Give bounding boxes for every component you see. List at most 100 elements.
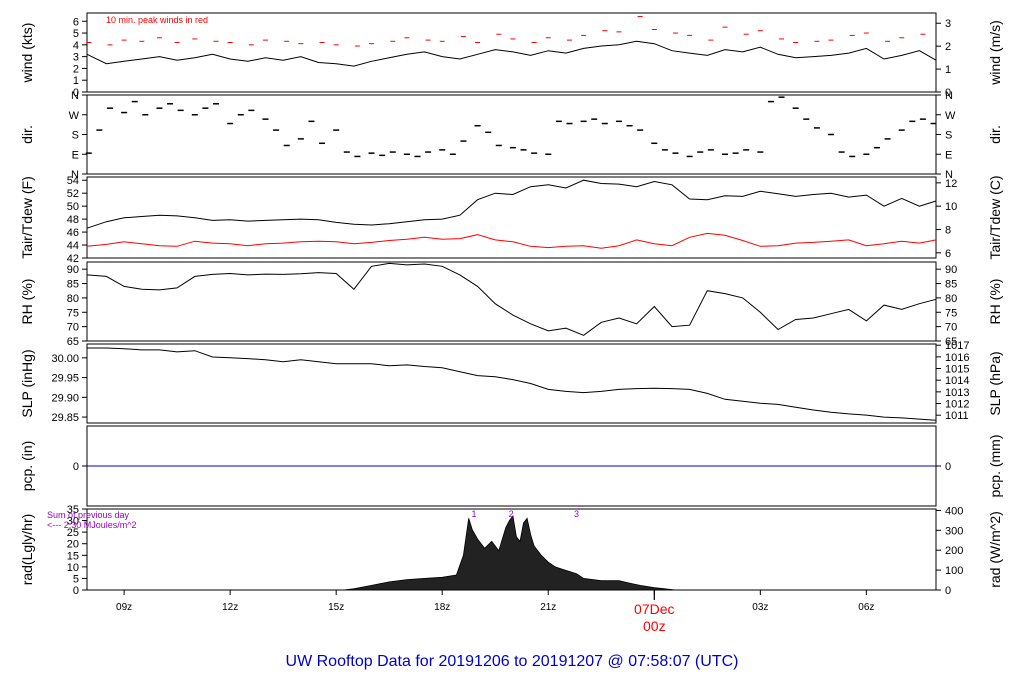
- rad-left-tick-label: 35: [67, 504, 79, 516]
- temp-left-tick-label: 42: [67, 253, 79, 265]
- slp-right-tick-label: 1012: [945, 399, 969, 411]
- slp-right-tick-label: 1014: [945, 375, 969, 387]
- pcp-right-tick-label: 0: [945, 461, 951, 473]
- rad-left-tick-label: 15: [67, 550, 79, 562]
- temp-series-tair: [86, 179, 937, 229]
- time-tick-label: 15z: [328, 602, 344, 613]
- rh-right-tick-label: 90: [945, 264, 957, 276]
- rad-right-tick-label: 400: [945, 505, 963, 517]
- time-tick-label-midnight: 00z: [643, 618, 666, 634]
- slp-right-tick-label: 1013: [945, 387, 969, 399]
- temp-right-tick-label: 8: [945, 224, 951, 236]
- wind-left-tick-label: 2: [73, 63, 79, 75]
- rh-left-tick-label: 85: [67, 279, 79, 291]
- rh-panel: RH (%) RH (%) 65 70 75 80 85 90 65 70 75 80 85 90: [19, 261, 1003, 348]
- slp-left-tick-label: 29.95: [51, 373, 79, 385]
- temp-left-tick-label: 50: [67, 201, 79, 213]
- rh-frame: [86, 261, 937, 342]
- rh-left-tick-label: 90: [67, 264, 79, 276]
- wind-right-tick-label: 3: [945, 18, 951, 30]
- time-tick-label: 12z: [222, 602, 238, 613]
- wind-frame: [86, 12, 937, 93]
- wind-right-tick-label: 0: [945, 87, 951, 99]
- rad-right-tick-label: 0: [945, 585, 951, 597]
- rad-left-tick-label: 25: [67, 527, 79, 539]
- slp-ylabel-left: SLP (inHg): [19, 349, 35, 417]
- wind-left-tick-label: 3: [73, 52, 79, 64]
- rad-ylabel-left: rad(Lgly/hr): [19, 514, 35, 586]
- temp-left-tick-label: 54: [67, 175, 79, 187]
- radiation-sum-annotation: Sum of previous day: [47, 510, 130, 520]
- slp-right-tick-label: 1016: [945, 352, 969, 364]
- rad-right-tick-label: 100: [945, 565, 963, 577]
- dir-left-tick-label: E: [72, 149, 79, 161]
- slp-series-slp: [87, 347, 937, 421]
- rh-right-tick-label: 75: [945, 307, 957, 319]
- dir-ylabel-left: dir.: [19, 125, 35, 144]
- rh-left-tick-label: 70: [67, 322, 79, 334]
- dir-right-tick-label: S: [945, 130, 952, 142]
- wind-right-tick-label: 1: [945, 64, 951, 76]
- slp-left-tick-label: 29.85: [51, 412, 79, 424]
- slp-left-tick-label: 29.90: [51, 392, 79, 404]
- dir-left-tick-label: N: [71, 169, 79, 181]
- wind-annotation: 10 min. peak winds in red: [106, 15, 208, 25]
- temp-frame: [86, 176, 937, 259]
- chart-title: UW Rooftop Data for 20191206 to 20191207…: [286, 653, 739, 670]
- temp-right-tick-label: 10: [945, 201, 957, 213]
- rad-ylabel-right: rad (W/m^2): [987, 511, 1003, 588]
- wind-series-wind: [86, 40, 937, 67]
- radiation-sum-annotation: <--- 2.30 MJoules/m^2: [47, 520, 137, 530]
- dir-right-tick-label: N: [945, 169, 953, 181]
- rad-left-tick-label: 10: [67, 562, 79, 574]
- rh-right-tick-label: 70: [945, 322, 957, 334]
- rh-right-tick-label: 85: [945, 279, 957, 291]
- temp-left-tick-label: 52: [67, 188, 79, 200]
- slp-right-tick-label: 1017: [945, 340, 969, 352]
- rh-ylabel-left: RH (%): [19, 279, 35, 325]
- temp-left-tick-label: 46: [67, 227, 79, 239]
- radiation-peak-marker: 3: [574, 509, 579, 519]
- dir-frame: [86, 94, 937, 175]
- radiation-peak-marker: 1: [472, 509, 477, 519]
- rad-panel: rad(Lgly/hr) rad (W/m^2)05101520253035010…: [19, 504, 1003, 597]
- wind-ylabel-left: wind (kts): [19, 23, 35, 84]
- rh-left-tick-label: 75: [67, 307, 79, 319]
- wind-left-tick-label: 4: [73, 40, 79, 52]
- temp-right-tick-label: 6: [945, 248, 951, 260]
- pcp-ylabel-left: pcp. (in): [19, 441, 35, 492]
- slp-panel: SLP (inHg) SLP (hPa) 29.85 29.90 29.95 30.00 1…: [19, 340, 1003, 424]
- rad-left-tick-label: 5: [73, 573, 79, 585]
- time-tick-label: 06z: [858, 602, 874, 613]
- slp-frame: [86, 343, 937, 424]
- time-tick-label: 03z: [752, 602, 768, 613]
- radiation-peak-marker: 2: [509, 509, 514, 519]
- pcp-left-tick-label: 0: [73, 461, 79, 473]
- pcp-ylabel-right: pcp. (mm): [987, 435, 1003, 498]
- temp-left-tick-label: 44: [67, 240, 79, 252]
- dir-left-tick-label: N: [71, 90, 79, 102]
- rh-right-tick-label: 65: [945, 336, 957, 348]
- slp-right-tick-label: 1011: [945, 410, 969, 422]
- slp-ylabel-right: SLP (hPa): [987, 351, 1003, 415]
- rad-right-tick-label: 300: [945, 525, 963, 537]
- rh-ylabel-right: RH (%): [987, 279, 1003, 325]
- rh-left-tick-label: 65: [67, 336, 79, 348]
- temp-ylabel-right: Tair/Tdew (C): [987, 175, 1003, 259]
- dir-left-tick-label: S: [72, 130, 79, 142]
- rh-series-rh: [86, 262, 937, 336]
- dir-right-tick-label: W: [945, 110, 956, 122]
- rad-right-tick-label: 200: [945, 545, 963, 557]
- dir-ylabel-right: dir.: [987, 125, 1003, 144]
- slp-left-tick-label: 30.00: [51, 353, 79, 365]
- pcp-panel: pcp. (in) pcp. (mm) 0 0: [19, 425, 1003, 507]
- wind-left-tick-label: 0: [73, 87, 79, 99]
- time-tick-label: 09z: [116, 602, 132, 613]
- rad-left-tick-label: 20: [67, 539, 79, 551]
- rh-left-tick-label: 80: [67, 293, 79, 305]
- temp-panel: Tair/Tdew (F) Tair/Tdew (C) 42444648505254…: [19, 175, 1003, 265]
- radiation-area: [343, 514, 676, 591]
